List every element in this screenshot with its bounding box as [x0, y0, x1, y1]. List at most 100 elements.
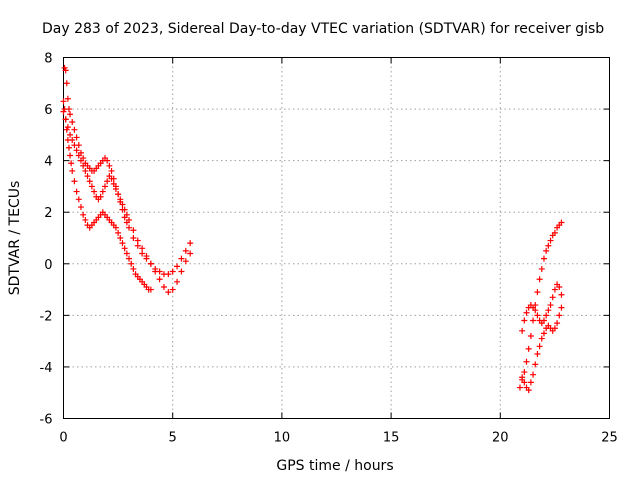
data-point — [165, 271, 172, 278]
data-point — [84, 173, 91, 180]
data-point — [73, 188, 80, 195]
y-tick-label: 4 — [44, 155, 52, 170]
data-point — [134, 237, 141, 244]
y-axis: -6 -4 -2 0 2 4 6 8 — [40, 52, 610, 428]
data-point — [117, 196, 124, 203]
data-point — [139, 250, 146, 257]
data-point — [71, 178, 78, 185]
data-point — [64, 124, 71, 131]
series-track-c — [60, 108, 194, 296]
data-point — [534, 312, 541, 319]
data-point — [178, 268, 185, 275]
data-point — [521, 379, 528, 386]
data-point — [119, 201, 126, 208]
data-point — [532, 307, 539, 314]
data-point — [91, 188, 98, 195]
data-point — [147, 286, 154, 293]
data-point — [538, 265, 545, 272]
data-point — [536, 276, 543, 283]
data-point — [99, 188, 106, 195]
data-point — [143, 253, 150, 260]
data-point — [110, 180, 117, 187]
data-point — [69, 118, 76, 125]
data-point — [540, 330, 547, 337]
data-point — [60, 108, 67, 115]
data-point — [108, 175, 115, 182]
data-point — [558, 304, 565, 311]
data-point — [547, 302, 554, 309]
data-point — [540, 255, 547, 262]
data-point — [126, 255, 133, 262]
data-point — [82, 167, 89, 174]
data-point — [532, 361, 539, 368]
data-point — [556, 283, 563, 290]
data-point — [126, 216, 133, 223]
data-point — [69, 167, 76, 174]
y-tick-label: -2 — [40, 309, 53, 324]
data-point — [80, 211, 87, 218]
data-point — [80, 162, 87, 169]
data-point — [551, 325, 558, 332]
data-point — [178, 255, 185, 262]
data-point — [558, 219, 565, 226]
data-points — [60, 64, 565, 394]
data-point — [117, 235, 124, 241]
data-point — [556, 312, 563, 319]
data-point — [65, 106, 72, 113]
data-point — [130, 265, 137, 272]
data-point — [187, 240, 194, 247]
data-point — [139, 245, 146, 252]
data-point — [128, 260, 135, 267]
data-point — [530, 317, 537, 324]
data-point — [182, 247, 189, 254]
y-axis-label: SDTVAR / TECUs — [7, 181, 23, 296]
x-tick-label: 20 — [492, 431, 509, 446]
series-track-e — [519, 281, 565, 334]
data-point — [521, 369, 528, 376]
data-point — [174, 278, 181, 285]
data-point — [130, 227, 137, 234]
data-point — [549, 294, 556, 301]
data-point — [123, 250, 130, 257]
data-point — [62, 67, 69, 74]
data-point — [121, 245, 128, 252]
data-point — [519, 374, 526, 381]
data-point — [62, 116, 69, 123]
data-point — [540, 317, 547, 324]
data-point — [69, 137, 76, 144]
data-point — [160, 283, 167, 290]
x-tick-label: 0 — [59, 431, 67, 446]
data-point — [174, 263, 181, 270]
data-point — [73, 134, 80, 141]
data-point — [547, 237, 554, 244]
data-point — [187, 250, 194, 257]
data-point — [165, 289, 172, 296]
data-point — [115, 229, 122, 236]
data-point — [551, 229, 558, 236]
data-point — [77, 204, 84, 211]
data-point — [525, 345, 532, 352]
data-point — [519, 327, 526, 334]
data-point — [115, 191, 122, 198]
x-axis-label: GPS time / hours — [276, 458, 393, 474]
data-point — [106, 162, 113, 169]
series-track-d — [516, 219, 565, 391]
data-point — [545, 242, 552, 249]
data-point — [104, 178, 111, 185]
data-point — [75, 196, 82, 203]
data-point — [527, 379, 534, 386]
x-tick-label: 10 — [274, 431, 291, 446]
data-point — [75, 152, 82, 159]
data-point — [534, 351, 541, 358]
data-point — [126, 224, 133, 231]
y-tick-label: -4 — [40, 361, 53, 376]
data-point — [82, 216, 89, 223]
data-point — [86, 178, 93, 185]
data-point — [119, 240, 126, 247]
data-point — [71, 126, 78, 133]
data-point — [67, 131, 74, 138]
data-point — [112, 224, 119, 231]
data-point — [516, 384, 523, 391]
data-point — [152, 268, 159, 275]
